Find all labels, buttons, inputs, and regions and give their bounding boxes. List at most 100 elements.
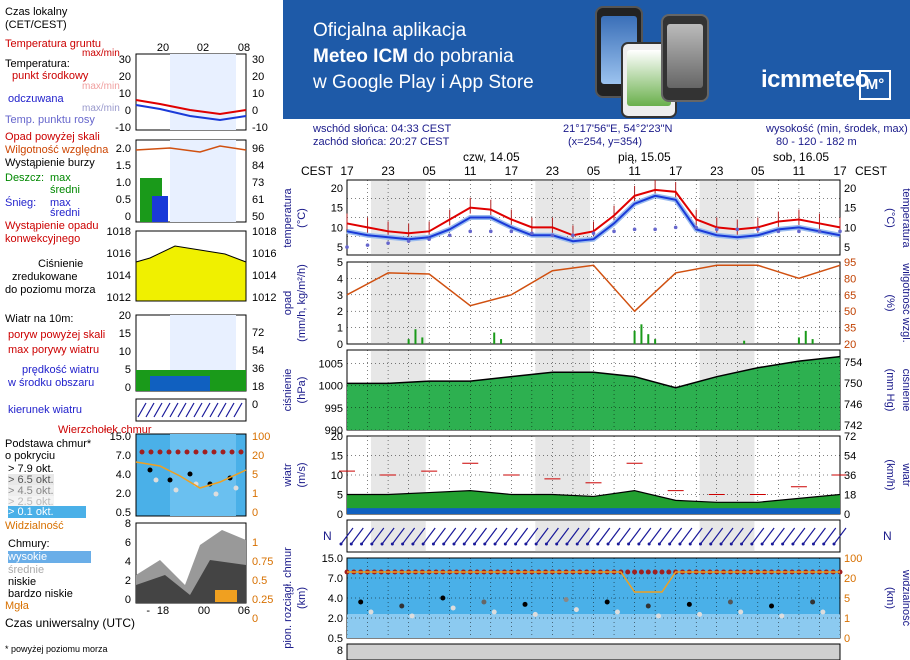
cloud-base-axis-title: pion. rozciągł. chmur bbox=[283, 547, 294, 649]
day-label: czw, 14.05 bbox=[463, 150, 520, 164]
cloud-top-dot bbox=[645, 569, 651, 575]
temp-axis-unit: (°C) bbox=[296, 208, 308, 228]
pressure-axis-tick-right: 750 bbox=[844, 378, 862, 390]
wind-dir-arrow-head bbox=[616, 542, 620, 546]
dew-point-dot bbox=[365, 243, 370, 247]
precip-axis-title: opad bbox=[283, 291, 294, 315]
wind-dir-arrow-head bbox=[401, 542, 405, 546]
cloud-base-dot-light bbox=[450, 605, 456, 611]
hour-tick-label: 17 bbox=[669, 164, 683, 178]
legend-pressure-area bbox=[135, 245, 247, 302]
snow-mid-label: średni bbox=[50, 207, 80, 219]
legend-cloudbase-tick: 4.0 bbox=[116, 469, 131, 481]
wind-dir-arrow bbox=[412, 527, 426, 545]
legend-fog-tick: 0.75 bbox=[252, 556, 273, 568]
precip-axis-tick: 5 bbox=[337, 257, 343, 269]
cloud-top-label: Wierzchołek chmur bbox=[58, 424, 152, 436]
legend-cloudtop-dot bbox=[157, 449, 163, 455]
pressure-axis-tick-right: 746 bbox=[844, 399, 862, 411]
legend-hum-tick: 84 bbox=[252, 160, 264, 172]
legend-wind-arrow bbox=[153, 402, 163, 418]
rain-max-label: max bbox=[50, 172, 71, 184]
hour-tick-label: 23 bbox=[710, 164, 724, 178]
legend-precip-tick: 0 bbox=[125, 211, 131, 223]
legend-wind-tick: 5 bbox=[125, 364, 131, 376]
wind-dir-arrow bbox=[566, 527, 580, 545]
cloud-base-dot-light bbox=[532, 611, 538, 617]
hour-tick-label: 05 bbox=[587, 164, 601, 178]
wind-dir-arrow-head bbox=[750, 542, 754, 546]
wind-dir-arrow-head bbox=[811, 542, 815, 546]
legend-temp-line bbox=[135, 99, 247, 116]
wind-dir-arrow-head bbox=[380, 542, 384, 546]
wind-dir-arrow-head bbox=[740, 542, 744, 546]
legend-cloudbase-dot-light bbox=[213, 491, 219, 497]
legend-cloudbase-dot-light bbox=[233, 485, 239, 491]
legend-clouds-tick: 2 bbox=[125, 575, 131, 587]
wind-dir-arrow-head bbox=[678, 542, 682, 546]
dew-point-dot bbox=[468, 229, 473, 234]
wind-dir-arrow-head bbox=[637, 542, 641, 546]
cloud-base-dot-light bbox=[820, 609, 826, 615]
legend-cloudtop-dot bbox=[193, 449, 199, 455]
pressure-line bbox=[347, 355, 841, 389]
cloud-base-dot bbox=[481, 599, 487, 605]
wind-axis-tick-right: 72 bbox=[844, 431, 856, 443]
cloud-base-dot-light bbox=[368, 609, 374, 615]
pressure-axis-tick: 995 bbox=[325, 403, 343, 415]
legend-cloudbase-tick: 7.0 bbox=[116, 450, 131, 462]
wind-dir-arrow-head bbox=[627, 542, 631, 546]
rain-label: Deszcz: bbox=[5, 172, 45, 184]
temp-axis-tick: 10 bbox=[331, 222, 343, 234]
wind-dir-arrow-head bbox=[473, 542, 477, 546]
dew-point-dot bbox=[612, 229, 616, 234]
legend-hum-tick: 50 bbox=[252, 211, 264, 223]
legend-clouds-tick: 8 bbox=[125, 518, 131, 530]
wind-dir-arrow bbox=[751, 527, 765, 545]
grid-coords: (x=254, y=354) bbox=[568, 136, 642, 148]
cloud-base-dot bbox=[769, 603, 775, 609]
temp-title: Temperatura: bbox=[5, 58, 70, 70]
wind-dir-arrow-head bbox=[596, 542, 600, 546]
pressure-axis-title-right: ciśnienie bbox=[900, 369, 910, 412]
temp-feel-label: odczuwana bbox=[8, 93, 64, 105]
cloud-base-dot bbox=[686, 601, 692, 607]
cloud-base-dot bbox=[563, 597, 569, 603]
wind-dir-arrow bbox=[422, 527, 436, 545]
rain-bar bbox=[414, 329, 417, 344]
visibility-axis-tick: 100 bbox=[844, 553, 862, 565]
legend-hum-tick: 73 bbox=[252, 177, 264, 189]
wind-dir-arrow bbox=[710, 527, 724, 545]
cloud-base-label-2: o pokryciu bbox=[5, 450, 56, 462]
wind-dir-arrow bbox=[525, 527, 539, 545]
legend-temp-tick-right: 10 bbox=[252, 88, 264, 100]
legend-wind-arrow bbox=[169, 402, 179, 418]
wind-dir-arrow-head bbox=[390, 542, 394, 546]
legend-temp-tick-right: 20 bbox=[252, 71, 264, 83]
hour-tick-label: 11 bbox=[793, 164, 806, 178]
legend-fog-bars bbox=[215, 590, 237, 602]
wind-dir-arrow-head bbox=[709, 542, 713, 546]
night-shade bbox=[370, 262, 426, 344]
okt-3: > 4.5 okt. bbox=[8, 485, 54, 497]
app-banner[interactable]: Oficjalna aplikacja Meteo ICM do pobrani… bbox=[283, 0, 910, 119]
rain-bar bbox=[647, 334, 650, 344]
wind-dir-arrow-head bbox=[606, 542, 610, 546]
wind-dir-arrow bbox=[504, 527, 518, 545]
wind-dir-arrow bbox=[648, 527, 662, 545]
legend-visibility-line bbox=[135, 461, 247, 489]
coordinates: 21°17'56"E, 54°2'23"N bbox=[563, 123, 673, 135]
legend-cloudtop-dot bbox=[220, 449, 226, 455]
legend-utc-tick: 18 bbox=[157, 605, 169, 617]
cloud-top-dot bbox=[632, 569, 638, 575]
legend-precip-tick: 1.0 bbox=[116, 177, 131, 189]
wind-dir-label: kierunek wiatru bbox=[8, 404, 82, 416]
cloud-base-dot bbox=[645, 603, 651, 609]
temp-axis-tick-right: 15 bbox=[844, 203, 856, 215]
wind-dir-arrow-head bbox=[688, 542, 692, 546]
cloud-base-axis-tick: 0.5 bbox=[328, 633, 343, 645]
legend-visibility-tick: 100 bbox=[252, 431, 270, 443]
legend-temp-tick: 10 bbox=[119, 88, 131, 100]
wind-dir-arrow bbox=[474, 527, 488, 545]
storm-label: Wystąpienie burzy bbox=[5, 157, 95, 169]
